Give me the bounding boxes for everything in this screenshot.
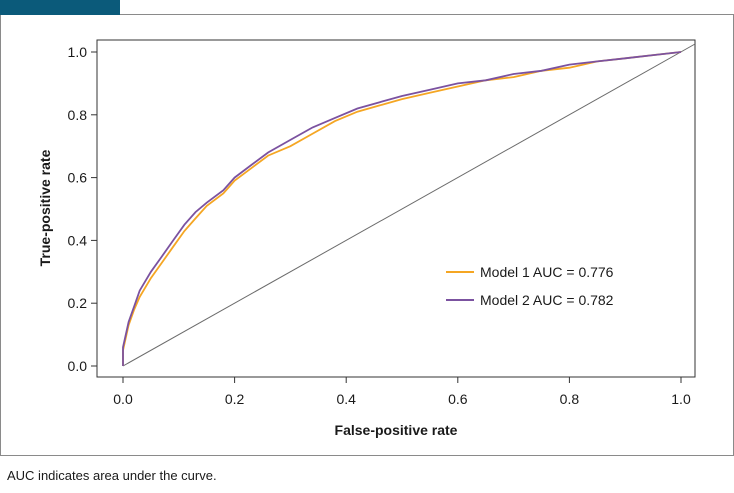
y-tick-label: 0.4 [68,232,88,248]
x-tick-label: 0.0 [113,391,133,407]
caption-area [0,455,734,493]
legend-entry-model-1: Model 1 AUC = 0.776 [480,264,614,280]
legend-entry-model-2: Model 2 AUC = 0.782 [480,292,614,308]
y-tick-label: 1.0 [68,44,88,60]
figure-header-band [0,0,734,15]
series-line-model-2 [122,51,682,366]
y-tick-label: 0.6 [68,170,88,186]
roc-chart: 0.0 0.2 0.4 0.6 0.8 1.0 0.0 0.2 0.4 0.6 0.8 1.0 Fa… [37,39,696,438]
x-axis-ticks: 0.0 0.2 0.4 0.6 0.8 1.0 [113,377,691,407]
y-axis-ticks: 0.0 0.2 0.4 0.6 0.8 1.0 [68,44,97,374]
x-tick-label: 0.8 [560,391,580,407]
y-tick-label: 0.0 [68,358,88,374]
figure-header-tab [0,0,120,15]
reference-diagonal-line [122,43,696,367]
x-tick-label: 0.2 [225,391,245,407]
legend: Model 1 AUC = 0.776 Model 2 AUC = 0.782 [446,264,614,308]
figure-caption: AUC indicates area under the curve. [7,468,217,483]
x-axis-label: False-positive rate [335,422,458,438]
plot-area [96,39,696,378]
x-tick-label: 0.4 [336,391,356,407]
y-axis-label: True-positive rate [37,149,53,266]
y-tick-label: 0.8 [68,107,88,123]
x-tick-label: 0.6 [448,391,468,407]
y-tick-label: 0.2 [68,295,88,311]
x-tick-label: 1.0 [671,391,691,407]
